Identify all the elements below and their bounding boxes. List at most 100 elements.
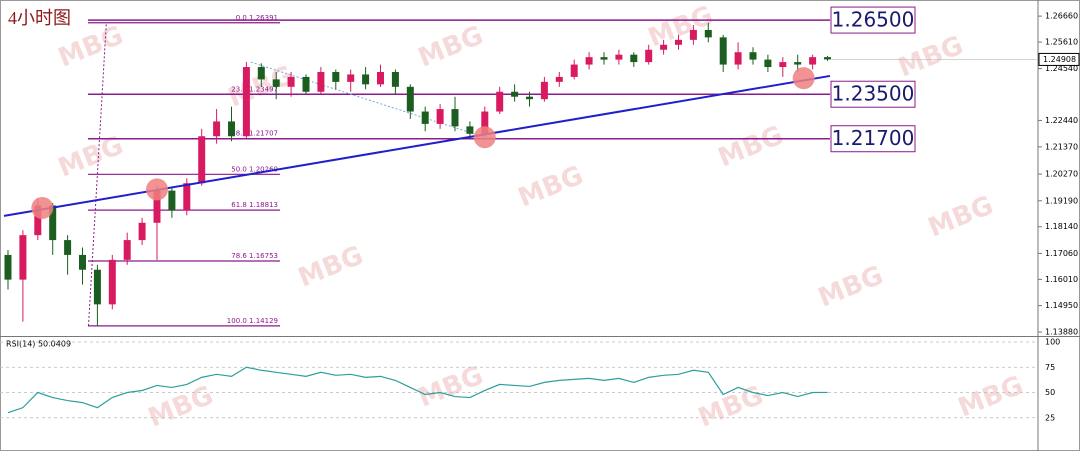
candle-body xyxy=(213,121,221,137)
candle-body xyxy=(347,74,355,82)
trendline xyxy=(3,74,831,217)
fib-label: 50.0 1.20260 xyxy=(231,165,278,173)
y-tick-label: 1.17060 xyxy=(1045,249,1078,258)
y-tick-label: 1.24540 xyxy=(1045,64,1078,73)
candle-body xyxy=(764,59,772,68)
highlight xyxy=(31,196,54,219)
candle-body xyxy=(138,222,146,241)
candle-body xyxy=(615,54,623,60)
candle-body xyxy=(34,205,42,236)
candle-body xyxy=(794,62,802,65)
candle-body xyxy=(406,86,414,112)
candle-body xyxy=(64,240,72,255)
candle-body xyxy=(421,111,429,124)
candle-body xyxy=(570,64,578,77)
candle-body xyxy=(436,109,444,124)
key-level-box xyxy=(830,125,916,153)
key-level-box xyxy=(830,6,916,34)
highlight xyxy=(473,126,496,149)
candle-body xyxy=(689,29,697,40)
candle-body xyxy=(272,79,280,87)
candle-body xyxy=(749,52,757,60)
y-tick-label: 1.18140 xyxy=(1045,222,1078,231)
fib-label: 23.6 1.23497 xyxy=(231,85,278,93)
fib-label: 100.0 1.14129 xyxy=(227,317,278,325)
candle-body xyxy=(317,71,325,92)
candle-body xyxy=(466,126,474,134)
candle-body xyxy=(511,91,519,97)
candle-body xyxy=(332,71,340,82)
candle-body xyxy=(93,269,101,305)
candle-body xyxy=(153,190,161,223)
candle-body xyxy=(123,240,131,260)
dashed-line xyxy=(250,61,485,138)
candle-body xyxy=(704,29,712,38)
rsi-line xyxy=(7,366,828,414)
key-level-label: 1.26500 xyxy=(832,8,915,32)
candle-body xyxy=(734,52,742,65)
candle-body xyxy=(242,67,250,137)
y-tick-label: 1.19190 xyxy=(1045,196,1078,205)
key-level-label: 1.23500 xyxy=(832,82,915,106)
candle-body xyxy=(555,76,563,82)
rsi-title: RSI(14) 50.0409 xyxy=(6,340,71,349)
chart-title: 4小时图 xyxy=(8,8,71,28)
y-tick-label: 100 xyxy=(1045,338,1060,347)
candle-body xyxy=(585,57,593,65)
candle-body xyxy=(481,111,489,134)
y-tick-label: 25 xyxy=(1045,413,1055,422)
candle-body xyxy=(228,121,235,137)
y-tick-label: 1.26660 xyxy=(1045,12,1078,21)
candle-body xyxy=(496,91,504,112)
candle-body xyxy=(257,67,265,80)
candle-body xyxy=(719,37,727,65)
key-level-label: 1.21700 xyxy=(832,126,915,150)
candle-body xyxy=(600,57,608,60)
candle-body xyxy=(198,136,206,184)
dashed-line xyxy=(87,22,107,326)
y-tick-label: 50 xyxy=(1045,388,1055,397)
candle-body xyxy=(675,39,682,45)
y-tick-label: 1.13880 xyxy=(1045,328,1078,337)
candle-body xyxy=(4,254,12,280)
fib-label: 38.2 1.21707 xyxy=(231,130,278,138)
candle-body xyxy=(49,205,57,241)
candle-body xyxy=(19,235,27,280)
fib-label: 61.8 1.18813 xyxy=(231,201,278,209)
candle-body xyxy=(287,76,295,87)
y-tick-label: 1.21370 xyxy=(1045,142,1078,151)
candle-body xyxy=(824,57,831,60)
candle-body xyxy=(302,76,310,92)
key-level-box xyxy=(830,80,916,108)
highlight xyxy=(146,178,168,201)
y-tick-label: 1.20270 xyxy=(1045,170,1078,179)
candle-body xyxy=(809,57,817,65)
candle-body xyxy=(108,259,116,305)
candle-body xyxy=(362,74,370,85)
last-price-box xyxy=(1038,52,1080,66)
y-tick-label: 1.16010 xyxy=(1045,275,1078,284)
candle-body xyxy=(391,71,399,87)
candle-body xyxy=(645,49,653,63)
fib-label: 78.6 1.16753 xyxy=(231,252,278,260)
candle-body xyxy=(377,71,384,85)
y-tick-label: 1.22440 xyxy=(1045,116,1078,125)
candle-body xyxy=(526,96,533,100)
y-tick-label: 1.25610 xyxy=(1045,38,1078,47)
candle-body xyxy=(540,81,548,100)
candle-body xyxy=(168,190,176,211)
candle-body xyxy=(451,109,459,127)
last-price-label: 1.24908 xyxy=(1043,55,1076,64)
candle-body xyxy=(183,183,191,211)
fib-label: 0.0 1.26391 xyxy=(236,14,278,22)
candle-body xyxy=(779,62,787,68)
highlight xyxy=(792,67,815,90)
candle-body xyxy=(630,54,638,63)
candle-body xyxy=(660,44,668,50)
candle-body xyxy=(79,254,86,270)
y-tick-label: 75 xyxy=(1045,363,1055,372)
y-tick-label: 1.14950 xyxy=(1045,301,1078,310)
